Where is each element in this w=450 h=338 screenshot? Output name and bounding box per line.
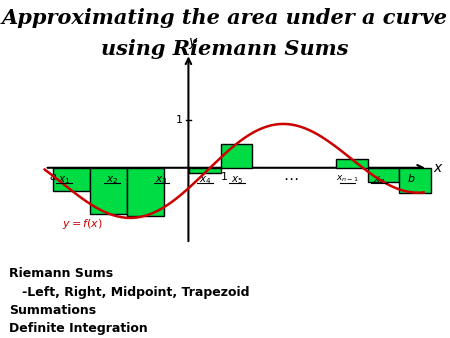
Text: Riemann Sums: Riemann Sums [9,267,113,280]
Text: $x_3$: $x_3$ [155,174,168,186]
Text: $x_2$: $x_2$ [106,174,118,186]
Bar [127,168,164,216]
Text: $x_1$: $x_1$ [58,174,71,186]
Text: $\cdots$: $\cdots$ [283,170,298,185]
Text: Approximating the area under a curve: Approximating the area under a curve [2,8,448,28]
Bar [189,168,220,173]
Bar [54,168,90,191]
Bar [399,168,431,193]
Text: $x_n$: $x_n$ [373,174,385,186]
Text: $x$: $x$ [433,161,444,175]
Text: -Left, Right, Midpoint, Trapezoid: -Left, Right, Midpoint, Trapezoid [9,286,249,298]
Text: $y=f(x)$: $y=f(x)$ [62,217,103,231]
Text: $y$: $y$ [188,36,199,51]
Text: 1: 1 [176,115,183,125]
Text: using Riemann Sums: using Riemann Sums [101,39,349,59]
Text: $x_4$: $x_4$ [198,174,211,186]
Text: $x_{n-1}$: $x_{n-1}$ [336,174,359,185]
Bar [220,144,252,168]
Text: $b$: $b$ [407,172,416,184]
Text: $x_5$: $x_5$ [231,174,243,186]
Bar [90,168,127,214]
Bar [337,160,368,168]
Text: $a$: $a$ [50,172,58,182]
Text: Definite Integration: Definite Integration [9,322,148,335]
Text: 1: 1 [220,172,228,182]
Text: Summations: Summations [9,304,96,317]
Bar [368,168,399,182]
